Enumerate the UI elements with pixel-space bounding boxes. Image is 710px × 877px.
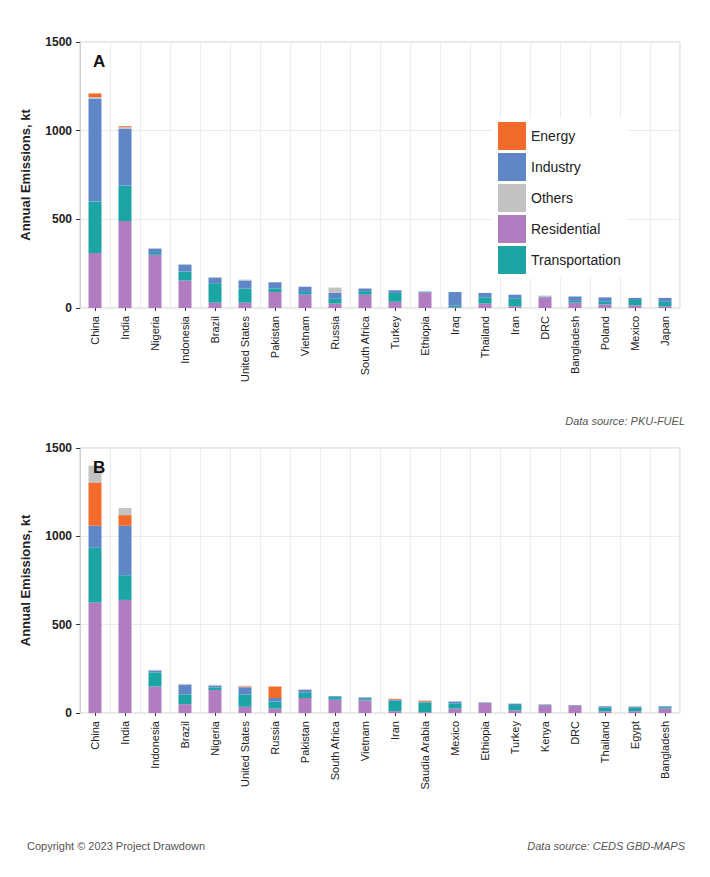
svg-text:Nigeria: Nigeria xyxy=(149,315,161,351)
svg-text:Copyright © 2023 Project Drawd: Copyright © 2023 Project Drawdown xyxy=(27,840,205,852)
svg-text:China: China xyxy=(89,720,101,750)
svg-text:Brazil: Brazil xyxy=(179,721,191,749)
svg-text:0: 0 xyxy=(65,301,72,315)
svg-text:Indonesia: Indonesia xyxy=(149,720,161,769)
svg-text:Industry: Industry xyxy=(531,159,581,175)
svg-text:Transportation: Transportation xyxy=(531,252,621,268)
svg-text:United States: United States xyxy=(239,721,251,788)
svg-text:Annual Emissions, kt: Annual Emissions, kt xyxy=(18,109,33,241)
svg-text:China: China xyxy=(89,315,101,345)
svg-text:Pakistan: Pakistan xyxy=(269,316,281,358)
svg-text:Turkey: Turkey xyxy=(509,721,521,755)
svg-text:Saudia Arabia: Saudia Arabia xyxy=(419,720,431,789)
svg-text:Kenya: Kenya xyxy=(539,720,551,752)
svg-text:Iran: Iran xyxy=(509,316,521,335)
svg-text:1000: 1000 xyxy=(45,529,72,543)
svg-text:Turkey: Turkey xyxy=(389,316,401,350)
svg-text:United States: United States xyxy=(239,316,251,383)
svg-text:Vietnam: Vietnam xyxy=(359,721,371,761)
svg-text:Vietnam: Vietnam xyxy=(299,316,311,356)
svg-text:Nigeria: Nigeria xyxy=(209,720,221,756)
svg-text:B: B xyxy=(93,458,105,477)
svg-text:Mexico: Mexico xyxy=(449,721,461,756)
svg-text:500: 500 xyxy=(52,212,72,226)
svg-text:Poland: Poland xyxy=(599,316,611,350)
svg-text:India: India xyxy=(119,720,131,745)
svg-text:Data source: CEDS GBD-MAPS: Data source: CEDS GBD-MAPS xyxy=(527,840,685,852)
svg-text:Russia: Russia xyxy=(329,315,341,350)
svg-text:Thailand: Thailand xyxy=(599,721,611,763)
svg-text:Brazil: Brazil xyxy=(209,316,221,344)
svg-text:Pakistan: Pakistan xyxy=(299,721,311,763)
svg-text:Iraq: Iraq xyxy=(449,316,461,335)
svg-text:Russia: Russia xyxy=(269,720,281,755)
svg-text:500: 500 xyxy=(52,618,72,632)
svg-text:Indonesia: Indonesia xyxy=(179,315,191,364)
svg-text:Ethiopia: Ethiopia xyxy=(419,315,431,356)
svg-text:1000: 1000 xyxy=(45,124,72,138)
svg-text:Egypt: Egypt xyxy=(629,721,641,749)
svg-text:Energy: Energy xyxy=(531,128,575,144)
svg-text:Data source: PKU-FUEL: Data source: PKU-FUEL xyxy=(565,415,685,427)
svg-text:Iran: Iran xyxy=(389,721,401,740)
svg-text:Others: Others xyxy=(531,190,573,206)
svg-text:1500: 1500 xyxy=(45,441,72,455)
svg-text:Ethiopia: Ethiopia xyxy=(479,720,491,761)
svg-text:Bangladesh: Bangladesh xyxy=(569,316,581,374)
svg-text:India: India xyxy=(119,315,131,340)
svg-text:0: 0 xyxy=(65,706,72,720)
svg-text:South Africa: South Africa xyxy=(329,720,341,780)
svg-text:A: A xyxy=(93,52,105,71)
svg-text:Annual Emissions, kt: Annual Emissions, kt xyxy=(18,514,33,646)
svg-text:DRC: DRC xyxy=(539,316,551,340)
svg-text:Japan: Japan xyxy=(659,316,671,346)
svg-text:South Africa: South Africa xyxy=(359,315,371,375)
svg-text:Bangladesh: Bangladesh xyxy=(659,721,671,779)
svg-text:1500: 1500 xyxy=(45,35,72,49)
svg-text:Residential: Residential xyxy=(531,221,600,237)
svg-text:DRC: DRC xyxy=(569,721,581,745)
svg-text:Thailand: Thailand xyxy=(479,316,491,358)
svg-text:Mexico: Mexico xyxy=(629,316,641,351)
